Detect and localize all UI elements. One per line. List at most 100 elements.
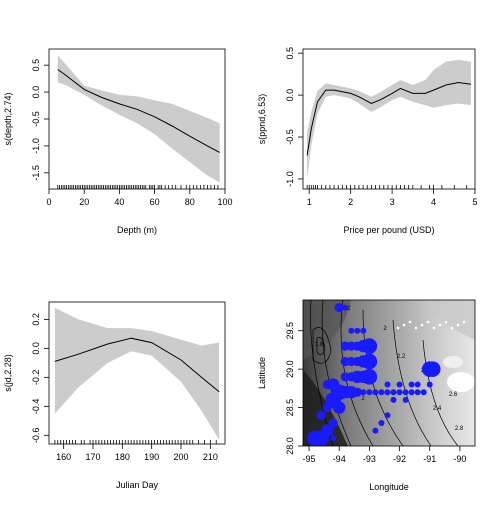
x-tick-label: -95	[303, 454, 316, 464]
coastal-dot	[402, 323, 406, 327]
coastal-dot	[456, 323, 460, 327]
panel-bottom-right: 2222.22.42.42.62.81.8-95-94-93-92-91-902…	[257, 299, 476, 492]
x-tick-label: -92	[393, 454, 406, 464]
catch-point	[352, 387, 362, 397]
x-tick-label: 0	[46, 197, 51, 207]
contour-label: 2	[361, 396, 365, 402]
contour-label: 2	[383, 326, 387, 332]
x-tick-label: -90	[453, 454, 466, 464]
catch-point	[384, 412, 391, 419]
catch-point	[384, 381, 391, 388]
catch-point	[360, 389, 367, 396]
smooth-line	[54, 337, 220, 393]
y-axis-label: s(depth,2.74)	[3, 92, 13, 145]
catch-point	[414, 381, 421, 388]
coastal-dot	[426, 320, 430, 324]
x-tick-label: 170	[85, 452, 100, 462]
x-axis-label: Longitude	[369, 482, 409, 492]
catch-point	[361, 338, 378, 354]
map-coast-patch	[423, 300, 475, 340]
panel-top-right: 1 2 3 4 5 -1.0 -0.5 0.0 0.5 Price per pound (USD)…	[257, 47, 478, 235]
y-tick-label: 0.0	[31, 342, 41, 355]
x-tick-label: 4	[431, 197, 436, 207]
catch-point	[330, 435, 337, 442]
y-tick-label: 28.0	[285, 437, 295, 455]
catch-point	[402, 396, 409, 403]
y-tick-label: 0.0	[285, 89, 295, 102]
catch-point	[360, 327, 367, 334]
contour-label: 2.8	[455, 426, 464, 432]
x-tick-label: 160	[56, 452, 71, 462]
x-tick-label: 60	[150, 197, 160, 207]
confidence-band	[307, 59, 471, 179]
catch-point	[316, 410, 326, 420]
catch-point	[426, 381, 433, 388]
coastal-dot	[444, 320, 448, 324]
catch-point	[402, 389, 409, 396]
x-tick-label: 20	[79, 197, 89, 207]
catch-point	[396, 389, 403, 396]
catch-point	[361, 369, 378, 385]
plot-frame	[302, 299, 476, 447]
y-tick-label: 0.5	[31, 59, 41, 72]
x-tick-label: 40	[114, 197, 124, 207]
catch-point	[333, 401, 346, 414]
y-tick-label: -0.4	[31, 399, 41, 415]
contour-line	[312, 327, 332, 364]
map-land-patch	[443, 356, 463, 368]
y-axis-label: s(ppnd,6.53)	[257, 94, 267, 145]
contour-line	[316, 336, 326, 355]
x-axis-label: Julian Day	[116, 480, 159, 490]
catch-point	[361, 353, 378, 370]
plot-frame	[48, 301, 226, 445]
y-tick-label: -0.5	[285, 129, 295, 145]
y-tick-label: 0.2	[31, 313, 41, 326]
y-tick-label: -1.5	[31, 165, 41, 181]
smooth-line	[57, 69, 220, 153]
map-land-patch	[447, 372, 475, 392]
coastal-dot	[396, 326, 400, 330]
y-tick-label: -1.0	[285, 171, 295, 187]
confidence-band	[57, 55, 220, 183]
catch-point	[408, 389, 415, 396]
x-tick-label: 5	[472, 197, 477, 207]
coastal-dot	[432, 326, 436, 330]
y-tick-label: 29.0	[285, 360, 295, 378]
plot-frame	[302, 48, 476, 190]
catch-point	[384, 389, 391, 396]
y-tick-label: 29.5	[285, 322, 295, 340]
contour-label: 2	[347, 306, 351, 312]
y-tick-label: 0.0	[31, 86, 41, 99]
x-tick-label: -94	[333, 454, 346, 464]
contour-label: 2.2	[397, 354, 406, 360]
confidence-band	[54, 307, 220, 440]
coastal-dot	[420, 323, 424, 327]
y-tick-label: -0.2	[31, 370, 41, 386]
contour-label: 2.4	[433, 406, 442, 412]
catch-point	[378, 389, 385, 396]
x-tick-label: 190	[144, 452, 159, 462]
catch-point	[342, 304, 349, 311]
catch-point	[366, 389, 373, 396]
y-tick-label: 28.5	[285, 399, 295, 417]
x-tick-label: -93	[363, 454, 376, 464]
catch-point	[414, 389, 421, 396]
smooth-line	[306, 81, 471, 156]
catch-point	[372, 427, 379, 434]
coastal-dot	[438, 323, 442, 327]
catch-point	[372, 389, 379, 396]
x-tick-label: 180	[115, 452, 130, 462]
y-axis-label: Latitude	[257, 357, 267, 389]
coastal-dot	[462, 320, 466, 324]
contour-line	[422, 339, 459, 446]
x-tick-label: 210	[203, 452, 218, 462]
catch-point	[420, 389, 427, 396]
catch-point	[390, 389, 397, 396]
panel-top-left: 0 20 40 60 80 100 -1.5 -1.0 -0.5 0.0 0.5 Depth (m) s…	[3, 48, 233, 235]
contour-label: 2.6	[449, 392, 458, 398]
x-tick-label: 200	[173, 452, 188, 462]
y-axis-label: s(jd,2.28)	[3, 354, 13, 392]
x-tick-label: 80	[185, 197, 195, 207]
